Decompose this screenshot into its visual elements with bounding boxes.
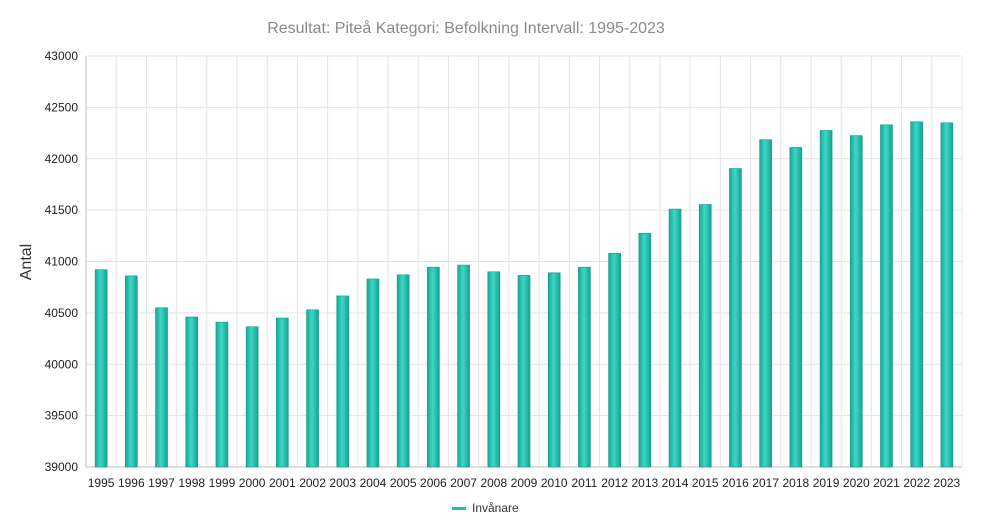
bar-1996[interactable] — [125, 275, 138, 468]
bar-2012[interactable] — [608, 252, 621, 468]
bar-2001[interactable] — [276, 317, 289, 468]
legend-label: Invånare — [472, 501, 519, 515]
y-axis-label: Antal — [18, 244, 35, 280]
bar-2022[interactable] — [910, 121, 923, 468]
x-tick-label: 2009 — [511, 476, 538, 490]
bar-2015[interactable] — [698, 204, 712, 468]
bar-2017[interactable] — [759, 139, 772, 468]
bar-2016[interactable] — [729, 168, 742, 468]
x-tick-label: 2011 — [572, 476, 598, 490]
x-tick-label: 2002 — [299, 476, 326, 490]
bar-2021[interactable] — [880, 124, 893, 468]
x-tick-label: 2021 — [873, 476, 900, 490]
x-tick-label: 2004 — [360, 476, 387, 490]
bar-2003[interactable] — [336, 295, 350, 468]
x-tick-label: 2012 — [601, 476, 628, 490]
x-tick-label: 2003 — [329, 476, 356, 490]
bar-2014[interactable] — [668, 208, 682, 468]
bar-2004[interactable] — [366, 278, 380, 468]
x-tick-label: 2016 — [722, 476, 749, 490]
x-tick-label: 2005 — [390, 476, 417, 490]
bar-2005[interactable] — [396, 274, 410, 468]
y-tick-label: 40500 — [45, 306, 79, 320]
bar-2006[interactable] — [427, 266, 440, 468]
bar-2010[interactable] — [547, 272, 561, 468]
bar-2007[interactable] — [457, 264, 470, 468]
bar-2020[interactable] — [849, 135, 863, 468]
y-tick-label: 42000 — [45, 152, 79, 166]
x-tick-label: 2001 — [269, 476, 296, 490]
bar-2023[interactable] — [940, 122, 954, 468]
x-tick-label: 2006 — [420, 476, 447, 490]
x-tick-label: 2010 — [541, 476, 568, 490]
bar-2009[interactable] — [517, 275, 531, 468]
bar-2008[interactable] — [487, 271, 501, 468]
x-tick-label: 2013 — [631, 476, 658, 490]
x-tick-label: 2022 — [903, 476, 930, 490]
x-tick-label: 1996 — [118, 476, 145, 490]
x-tick-label: 1997 — [148, 476, 175, 490]
x-tick-label: 2008 — [480, 476, 507, 490]
bar-1995[interactable] — [94, 269, 108, 468]
bar-1999[interactable] — [215, 321, 229, 468]
y-tick-labels: 39000 39500 40000 40500 41000 41500 42000 42500… — [45, 49, 79, 474]
x-tick-label: 2007 — [450, 476, 477, 490]
bar-2000[interactable] — [245, 326, 259, 468]
x-tick-label: 1999 — [209, 476, 236, 490]
bar-2002[interactable] — [306, 309, 319, 468]
x-tick-label: 2018 — [783, 476, 810, 490]
bar-2013[interactable] — [638, 232, 652, 468]
bar-2018[interactable] — [789, 147, 803, 468]
x-tick-label: 2017 — [752, 476, 779, 490]
y-tick-label: 40000 — [45, 357, 79, 371]
legend-swatch — [452, 507, 466, 510]
y-tick-label: 41500 — [45, 203, 79, 217]
x-tick-label: 2015 — [692, 476, 719, 490]
bar-1997[interactable] — [155, 307, 168, 468]
grid-lines — [85, 55, 963, 468]
y-tick-label: 39500 — [45, 409, 79, 423]
y-tick-label: 42500 — [45, 100, 79, 114]
chart-title: Resultat: Piteå Kategori: Befolkning Int… — [267, 19, 665, 37]
x-tick-label: 2014 — [662, 476, 689, 490]
legend[interactable]: Invånare — [452, 501, 519, 515]
bar-2011[interactable] — [578, 266, 591, 468]
y-tick-label: 43000 — [45, 49, 79, 63]
bar-1998[interactable] — [185, 316, 199, 468]
x-tick-label: 1998 — [178, 476, 205, 490]
x-tick-label: 2019 — [813, 476, 840, 490]
y-tick-label: 41000 — [45, 255, 79, 269]
x-tick-label: 2023 — [934, 476, 961, 490]
x-tick-label: 2000 — [239, 476, 266, 490]
x-tick-label: 1995 — [88, 476, 115, 490]
y-tick-label: 39000 — [45, 460, 79, 474]
x-tick-label: 2020 — [843, 476, 870, 490]
x-tick-labels: 1995 1996 1997 1998 1999 2000 2001 2002 2003 2004… — [88, 476, 961, 490]
bar-2019[interactable] — [819, 130, 833, 468]
bars — [94, 121, 954, 468]
